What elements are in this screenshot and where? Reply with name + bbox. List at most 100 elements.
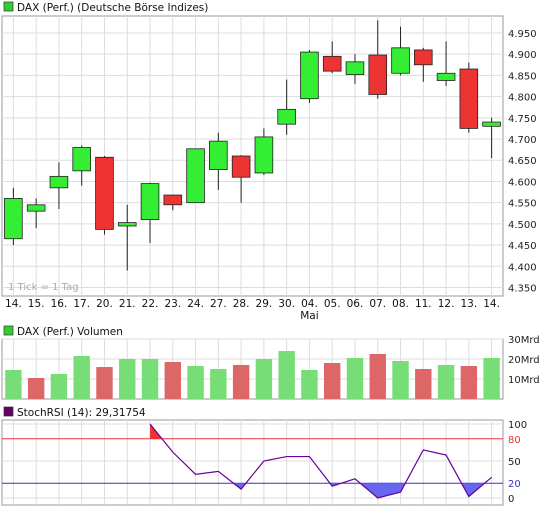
volume-y-axis: 30Mrd 20Mrd 10Mrd: [508, 335, 540, 386]
x-tick-label: 21.: [119, 298, 136, 310]
watermark-label: 1 Tick = 1 Tag: [8, 282, 79, 293]
candle-body: [140, 183, 160, 221]
stoch-oversold-fill: [360, 483, 406, 498]
volume-bar: [255, 359, 273, 399]
x-tick-label: 14.: [5, 298, 22, 310]
x-axis: 14. 15. 16. 17. 20. 21. 22. 23. 24. 27. 28. 29. 30. 0…: [5, 298, 500, 322]
volume-bar: [324, 363, 341, 399]
price-y-tick-label: 4.550: [508, 199, 537, 210]
x-tick-label: 23.: [164, 298, 181, 310]
x-tick-label: 07.: [369, 298, 386, 310]
volume-bar: [96, 367, 113, 399]
candles: [4, 20, 501, 271]
price-y-tick-label: 4.350: [508, 284, 537, 295]
x-tick-label: 05.: [324, 298, 341, 310]
price-y-tick-label: 4.950: [508, 29, 537, 40]
candle-body: [95, 156, 114, 230]
volume-bar: [437, 365, 455, 399]
candle-body: [4, 198, 23, 240]
candle-body: [117, 222, 137, 227]
candle-body: [345, 61, 365, 75]
candle-body: [391, 47, 410, 74]
stoch-panel: StochRSI (14): 29,31754 100 80 50 20 0: [1, 406, 527, 506]
volume-bar: [210, 369, 227, 399]
candle-body: [414, 49, 433, 66]
candle-body: [482, 121, 501, 127]
x-tick-label: 30.: [278, 298, 295, 310]
candle-body: [49, 175, 69, 189]
stoch-legend-swatch: [3, 406, 14, 417]
candle-body: [209, 140, 228, 170]
volume-bar: [73, 356, 90, 399]
candle-body: [231, 155, 251, 178]
volume-panel: DAX (Perf.) Volumen 30Mrd 20Mrd 10Mrd: [1, 325, 540, 400]
x-tick-label: 17.: [73, 298, 90, 310]
volume-y-tick-label: 10Mrd: [508, 375, 540, 386]
stoch-y-tick-label: 0: [508, 494, 514, 505]
x-tick-label: 29.: [256, 298, 273, 310]
x-tick-label: 14.: [483, 298, 500, 310]
volume-bar: [187, 366, 204, 399]
volume-bar: [141, 359, 159, 399]
price-y-axis: 4.950 4.900 4.850 4.800 4.750 4.700 4.650 4.600…: [508, 29, 537, 295]
x-month-label: Mai: [300, 310, 318, 322]
candle-body: [322, 55, 342, 72]
volume-bar: [346, 358, 364, 399]
price-y-tick-label: 4.750: [508, 114, 537, 125]
stoch-y-tick-label: 50: [508, 457, 521, 468]
candle-body: [277, 108, 296, 125]
price-y-tick-label: 4.450: [508, 241, 537, 252]
x-tick-label: 24.: [187, 298, 204, 310]
x-tick-label: 13.: [460, 298, 477, 310]
price-y-tick-label: 4.900: [508, 50, 537, 61]
volume-legend-label: DAX (Perf.) Volumen: [17, 326, 123, 338]
candle-body: [26, 204, 46, 212]
price-y-tick-label: 4.400: [508, 262, 537, 273]
x-tick-label: 20.: [96, 298, 113, 310]
stoch-oversold-fill: [233, 483, 246, 490]
x-tick-label: 11.: [415, 298, 432, 310]
stoch-plot-background: [1, 419, 504, 506]
volume-y-tick-label: 20Mrd: [508, 355, 540, 366]
price-y-tick-label: 4.800: [508, 93, 537, 104]
x-tick-label: 06.: [347, 298, 364, 310]
x-tick-label: 12.: [438, 298, 455, 310]
price-y-tick-label: 4.850: [508, 71, 537, 82]
x-tick-label: 22.: [142, 298, 159, 310]
x-tick-label: 08.: [392, 298, 409, 310]
candle-body: [436, 72, 456, 81]
stoch-line-group: [149, 423, 493, 499]
volume-bar: [27, 378, 45, 399]
volume-bar: [50, 374, 68, 399]
candle-body: [300, 51, 319, 100]
volume-bar: [5, 370, 22, 399]
volume-bar: [369, 354, 386, 399]
volume-bar: [164, 362, 181, 399]
stoch-y-tick-label: 100: [508, 420, 527, 431]
volume-bar: [483, 358, 500, 399]
x-tick-label: 15.: [28, 298, 45, 310]
stoch-legend-label: StochRSI (14): 29,31754: [17, 407, 146, 419]
price-legend-swatch: [3, 1, 14, 12]
volume-y-tick-label: 30Mrd: [508, 335, 540, 346]
x-tick-label: 27.: [210, 298, 227, 310]
volume-legend-swatch: [3, 325, 14, 336]
candle-body: [368, 54, 388, 95]
volume-bar: [460, 366, 478, 399]
volume-bar: [278, 351, 295, 399]
stoch-grid: [2, 420, 503, 505]
candle-body: [459, 68, 479, 129]
x-tick-label: 04.: [301, 298, 318, 310]
price-legend-label: DAX (Perf.) (Deutsche Börse Indizes): [17, 2, 208, 14]
candle-body: [186, 148, 205, 204]
volume-bar: [301, 370, 318, 399]
price-y-tick-label: 4.700: [508, 135, 537, 146]
stoch-y-tick-label: 80: [508, 435, 521, 446]
price-y-tick-label: 4.600: [508, 177, 537, 188]
price-y-tick-label: 4.650: [508, 156, 537, 167]
price-panel: DAX (Perf.) (Deutsche Börse Indizes) 4.9…: [1, 1, 537, 322]
volume-bar: [232, 365, 250, 399]
volume-bar: [392, 361, 409, 399]
